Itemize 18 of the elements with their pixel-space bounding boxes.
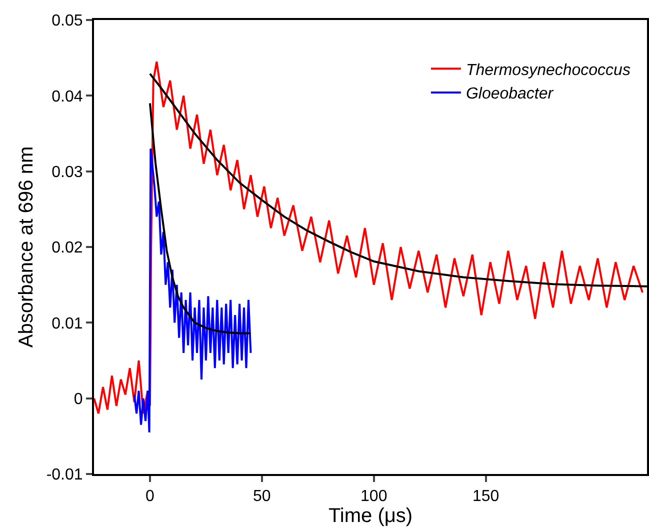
x-tick-label: 50	[253, 488, 271, 506]
x-tick-label: 150	[472, 488, 500, 506]
y-tick-label: 0.05	[52, 12, 83, 30]
line-series	[148, 102, 252, 334]
y-tick-label: 0.03	[52, 164, 83, 181]
x-axis-title: Time (μs)	[328, 505, 413, 528]
line-series	[133, 148, 252, 434]
line-series	[94, 60, 644, 414]
y-tick-label: -0.01	[46, 466, 83, 484]
x-tick-label: 0	[146, 488, 155, 506]
legend-label: Thermosynechococcus	[466, 62, 630, 79]
y-axis-title: Absorbance at 696 nm	[15, 146, 38, 348]
legend-label: Gloeobacter	[466, 86, 554, 103]
y-tick-label: 0.02	[52, 240, 83, 257]
y-tick-label: 0.04	[52, 88, 83, 106]
x-tick-label: 100	[360, 488, 388, 506]
y-tick-label: 0.01	[52, 315, 83, 332]
y-tick-label: 0	[74, 390, 83, 408]
